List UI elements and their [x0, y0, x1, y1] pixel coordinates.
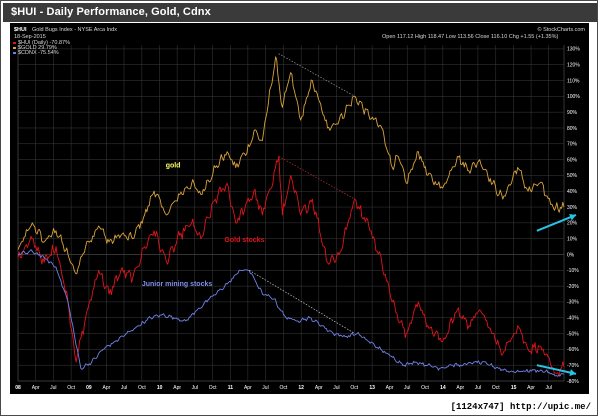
x-tick-label: Jul	[333, 385, 339, 391]
x-tick-label: 14	[440, 385, 446, 391]
y-tick-label: 70%	[567, 142, 578, 148]
trendline-hui	[278, 156, 356, 200]
chart-area: -80% -70% -60% -50% -40% -30% -20% -10% 0% 10% 20%…	[10, 23, 589, 394]
arrows	[536, 213, 577, 376]
trendlines	[249, 53, 356, 334]
x-tick-label: Jul	[192, 385, 198, 391]
x-tick-label: Jul	[121, 385, 127, 391]
x-tick-label: 15	[511, 385, 517, 391]
legend-hui: $HUI (Daily) -70.87%	[18, 40, 70, 46]
annotation-label: Gold stocks	[224, 237, 264, 244]
y-tick-label: 0%	[567, 252, 575, 258]
legend-swatch-cdnx	[13, 52, 16, 54]
x-tick-label: Oct	[492, 385, 500, 391]
x-axis: 08 Apr Jul Oct 09 Apr Jul Oct 10 Apr Jul Oct 11 Apr Ju…	[15, 385, 552, 391]
x-tick-label: 10	[157, 385, 163, 391]
legend-swatch-gold	[13, 47, 16, 49]
x-tick-label: Jul	[50, 385, 56, 391]
annotation-label: gold	[166, 163, 181, 170]
series-line-gold	[17, 56, 565, 275]
series-lines	[17, 56, 565, 377]
x-tick-label: Oct	[421, 385, 429, 391]
legend: $HUI (Daily) -70.87% $GOLD 29.79% $CDNX …	[13, 40, 70, 56]
grid	[17, 40, 565, 382]
y-tick-label: -40%	[567, 316, 579, 322]
arrow-head-gold	[569, 213, 576, 221]
title-bar: $HUI - Daily Performance, Gold, Cdnx	[3, 3, 597, 22]
y-tick-label: -80%	[567, 379, 579, 385]
y-tick-label: 90%	[567, 110, 578, 116]
arrow-cdnx	[536, 364, 577, 375]
x-tick-label: Apr	[315, 385, 323, 391]
x-tick-label: 08	[15, 385, 21, 391]
y-tick-label: 130%	[567, 47, 580, 53]
y-tick-label: -30%	[567, 300, 579, 306]
x-tick-label: 09	[86, 385, 92, 391]
y-tick-label: 30%	[567, 205, 578, 211]
y-tick-label: -60%	[567, 347, 579, 353]
y-tick-label: -70%	[567, 363, 579, 369]
header-name: Gold Bugs Index - NYSE Arca Indx	[32, 27, 117, 33]
performance-chart: -80% -70% -60% -50% -40% -30% -20% -10% 0% 10% 20%…	[10, 23, 589, 394]
y-tick-label: -20%	[567, 284, 579, 290]
legend-cdnx: $CDNX -75.54%	[18, 50, 59, 56]
x-tick-label: Apr	[244, 385, 252, 391]
x-tick-label: Jul	[545, 385, 551, 391]
x-tick-label: Oct	[350, 385, 358, 391]
trendline-cdnx	[249, 270, 356, 334]
x-tick-label: Jul	[404, 385, 410, 391]
y-tick-label: -10%	[567, 268, 579, 274]
header-quote: Open 117.12 High 118.47 Low 113.56 Close…	[382, 34, 558, 40]
y-tick-label: -50%	[567, 331, 579, 337]
watermark: [1124x747] http://upic.me/	[448, 402, 593, 412]
y-tick-label: 120%	[567, 63, 580, 69]
y-tick-label: 60%	[567, 157, 578, 163]
x-tick-label: 12	[298, 385, 304, 391]
header-source: © StockCharts.com	[538, 26, 586, 33]
x-tick-label: Apr	[32, 385, 40, 391]
x-tick-label: Oct	[67, 385, 75, 391]
x-tick-label: Apr	[173, 385, 181, 391]
legend-swatch-hui	[13, 42, 16, 44]
y-tick-label: 20%	[567, 221, 578, 227]
trendline-gold	[278, 53, 356, 97]
x-tick-label: Apr	[102, 385, 110, 391]
series-line-hui	[17, 155, 565, 377]
header-date: 18-Sep-2015	[14, 34, 46, 40]
x-tick-label: 13	[369, 385, 375, 391]
x-tick-label: Apr	[456, 385, 464, 391]
x-tick-label: Oct	[209, 385, 217, 391]
x-tick-label: Apr	[527, 385, 535, 391]
x-tick-label: Apr	[386, 385, 394, 391]
x-tick-label: Oct	[138, 385, 146, 391]
x-tick-label: Jul	[475, 385, 481, 391]
arrow-head-cdnx	[569, 369, 576, 376]
x-tick-label: Jul	[262, 385, 268, 391]
y-tick-label: 10%	[567, 236, 578, 242]
y-tick-label: 80%	[567, 126, 578, 132]
series-line-cdnx	[17, 249, 564, 377]
y-tick-label: 40%	[567, 189, 578, 195]
y-tick-label: 50%	[567, 173, 578, 179]
chart-header: $HUI Gold Bugs Index - NYSE Arca Indx 18…	[10, 23, 589, 45]
annotation-label: Junior mining stocks	[142, 281, 213, 288]
x-tick-label: Oct	[279, 385, 287, 391]
arrow-gold	[536, 214, 577, 232]
header-background	[10, 23, 589, 45]
annotations: gold Gold stocks Junior mining stocks	[142, 163, 265, 289]
y-tick-label: 100%	[567, 94, 580, 100]
y-tick-label: 110%	[567, 78, 580, 84]
legend-gold: $GOLD 29.79%	[18, 45, 57, 51]
header-symbol: $HUI	[14, 27, 27, 33]
x-tick-label: 11	[228, 385, 234, 391]
y-axis: -80% -70% -60% -50% -40% -30% -20% -10% 0% 10% 20%…	[567, 47, 580, 385]
window-title: $HUI - Daily Performance, Gold, Cdnx	[11, 6, 211, 18]
